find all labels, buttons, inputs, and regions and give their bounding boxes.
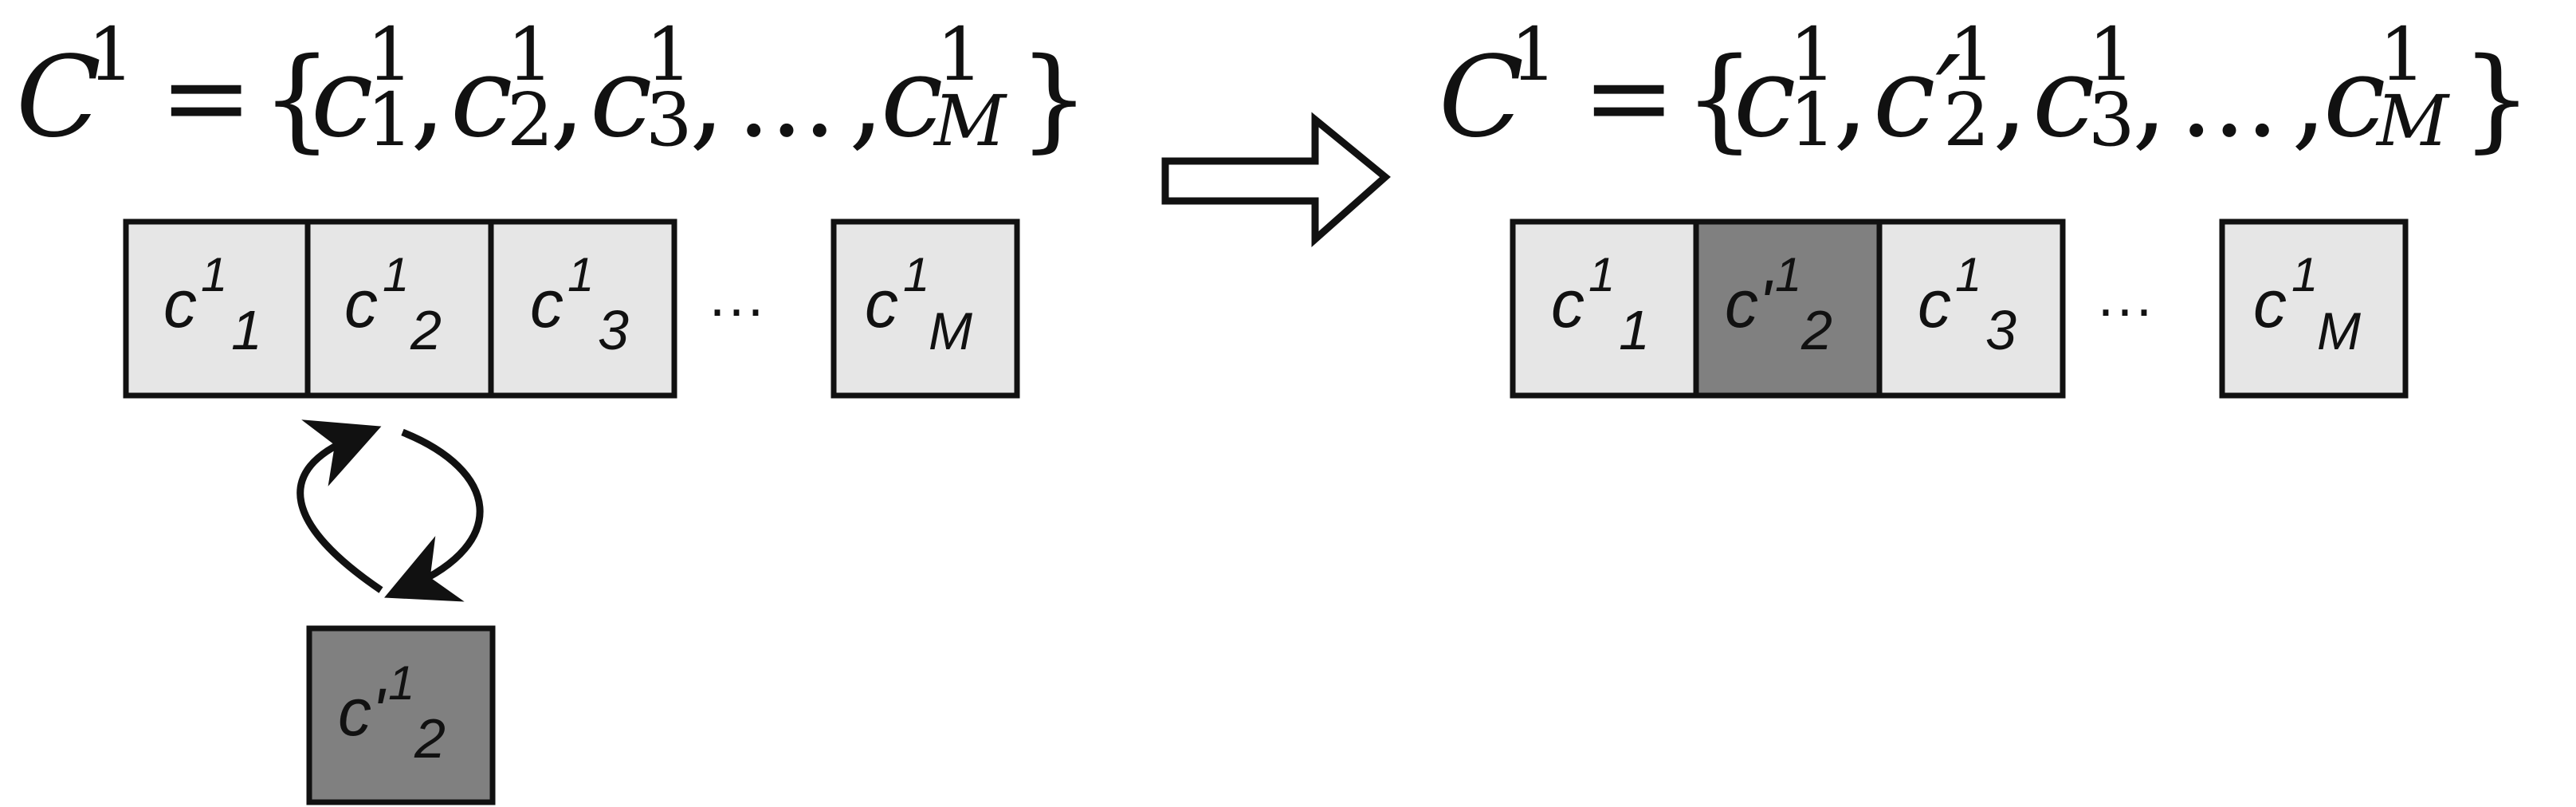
left-formula-item-2-base: c [450, 33, 512, 163]
swap-arrows [296, 419, 484, 602]
swap-arrow-down [384, 428, 484, 602]
left-formula-item-1-sup: 1 [367, 12, 414, 97]
left-formula-sep-1: , [410, 33, 446, 163]
right-formula-item-m-sub: M [2375, 80, 2450, 162]
swap-candidate-sup: 1 [388, 656, 414, 710]
right-formula-item-1-sup: 1 [1789, 12, 1836, 97]
right-formula-item-m-sup: 1 [2379, 12, 2426, 97]
right-cell-1-sup: 1 [1588, 248, 1615, 301]
left-formula-open-brace: { [261, 34, 332, 164]
left-cell-1-sup: 1 [201, 248, 227, 301]
right-formula-item-3-sup: 1 [2088, 12, 2135, 97]
left-formula-lhs: C [16, 33, 101, 163]
left-cell-m-base: c [865, 266, 898, 341]
left-formula-item-2-sub: 2 [507, 77, 554, 163]
transition-arrow-icon [1161, 112, 1391, 248]
right-cell-2-sup: 1 [1775, 248, 1801, 301]
right-cell-1 [1510, 218, 1699, 399]
left-formula-item-3-sup: 1 [646, 12, 693, 97]
right-formula: C 1 = { c 1 1 , c′ 1 2 , c 1 3 , ... , c… [1439, 12, 2532, 164]
left-cell-m-sup: 1 [903, 248, 929, 301]
right-cell-m-sub: M [2317, 301, 2361, 360]
right-cell-m-base: c [2253, 266, 2287, 341]
left-cell-2-base: c [344, 266, 378, 341]
right-cell-row: c 1 1 c' 1 2 c 1 3 ··· c 1 M [1510, 218, 2409, 399]
right-formula-item-2-sup: 1 [1949, 12, 1996, 97]
right-formula-lhs-sup: 1 [1510, 12, 1557, 97]
right-formula-close-brace: } [2461, 34, 2532, 164]
right-formula-item-m-base: c [2323, 33, 2386, 163]
left-formula-equals: = [159, 33, 253, 163]
left-formula-item-m-base: c [881, 33, 943, 163]
right-cell-3 [1876, 218, 2066, 399]
left-formula-lhs-sup: 1 [88, 12, 135, 97]
right-cell-m-sup: 1 [2291, 248, 2318, 301]
left-formula-sep-2: , [550, 33, 586, 163]
right-cell-m [2219, 218, 2409, 399]
right-formula-sep-4: , [2291, 33, 2327, 163]
right-cell-1-sub: 1 [1619, 299, 1650, 361]
swap-candidate-cell [306, 625, 496, 805]
right-formula-item-3-base: c [2032, 33, 2095, 163]
left-formula-item-m-sup: 1 [937, 12, 984, 97]
right-formula-ellipsis: ... [2180, 39, 2279, 160]
left-cell-3-base: c [530, 266, 564, 341]
right-formula-item-2-base: c′ [1873, 33, 1961, 163]
right-formula-lhs: C [1439, 33, 1524, 163]
right-formula-item-1-sub: 1 [1789, 77, 1836, 163]
right-cell-3-sup: 1 [1955, 248, 1981, 301]
left-formula-item-2-sup: 1 [507, 12, 554, 97]
right-formula-open-brace: { [1684, 34, 1755, 164]
right-cell-2-base: c' [1725, 266, 1773, 341]
left-cell-m [831, 218, 1020, 399]
right-cell-2-sub: 2 [1800, 299, 1832, 361]
left-cells-ellipsis: ··· [708, 278, 765, 341]
left-formula-close-brace: } [1019, 34, 1090, 164]
swap-candidate-sub: 2 [414, 707, 446, 770]
right-cells-ellipsis: ··· [2096, 278, 2154, 341]
left-formula-item-m-sub: M [933, 80, 1007, 162]
right-cell-1-base: c [1551, 266, 1584, 341]
left-cell-2-sup: 1 [383, 248, 409, 301]
left-formula-item-1-sub: 1 [367, 77, 414, 163]
right-cell-3-base: c [1918, 266, 1951, 341]
left-formula-sep-3: , [689, 33, 725, 163]
left-cell-3-sup: 1 [567, 248, 594, 301]
right-formula-equals: = [1582, 33, 1675, 163]
left-cell-row: c 1 1 c 1 2 c 1 3 ··· c 1 M [123, 218, 1020, 399]
left-formula-ellipsis: ... [737, 39, 836, 160]
left-cell-1-sub: 1 [231, 299, 262, 361]
left-cell-m-sub: M [929, 301, 972, 360]
left-formula-item-3-base: c [590, 33, 652, 163]
left-formula-sep-4: , [849, 33, 885, 163]
left-cell-1-base: c [163, 266, 197, 341]
swap-arrow-up [296, 419, 383, 593]
swap-candidate-base: c' [338, 675, 387, 750]
right-cell-3-sub: 3 [1985, 299, 2016, 361]
right-formula-sep-1: , [1833, 33, 1869, 163]
left-cell-3 [488, 218, 677, 399]
left-cell-2-sub: 2 [410, 299, 442, 361]
swap-candidate: c' 1 2 [306, 625, 496, 805]
left-formula: C 1 = { c 1 1 , c 1 2 , c 1 3 , ... , c … [16, 12, 1090, 164]
left-formula-item-3-sub: 3 [646, 77, 693, 163]
right-formula-item-3-sub: 3 [2088, 77, 2135, 163]
left-cell-3-sub: 3 [598, 299, 629, 361]
left-formula-item-1-base: c [311, 33, 373, 163]
right-formula-item-2-sub: 2 [1943, 77, 1990, 163]
right-formula-sep-3: , [2132, 33, 2168, 163]
right-formula-item-1-base: c [1734, 33, 1796, 163]
right-formula-sep-2: , [1993, 33, 2028, 163]
